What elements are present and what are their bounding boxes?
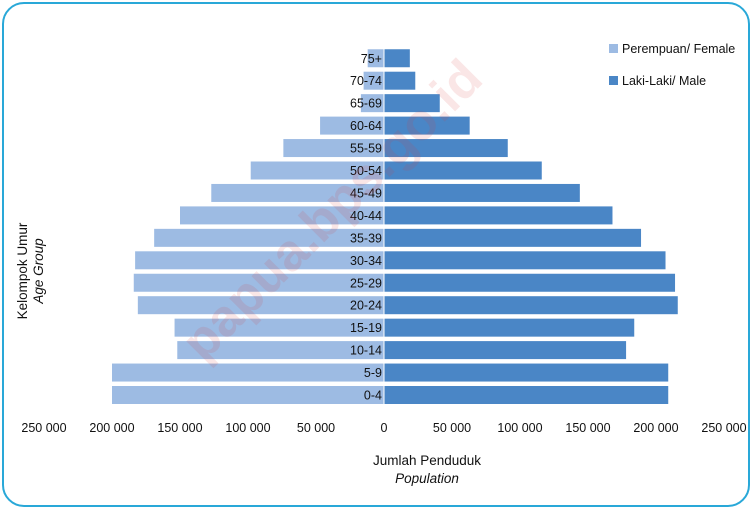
- x-tick-label: 250 000: [701, 421, 746, 435]
- x-axis-label-en: Population: [395, 471, 459, 486]
- x-tick-label: 100 000: [225, 421, 270, 435]
- category-label-25-29: 25-29: [350, 276, 382, 290]
- x-tick-label: 100 000: [497, 421, 542, 435]
- bar-male-0-4: [384, 386, 669, 404]
- legend-label-male: Laki-Laki/ Male: [622, 73, 707, 88]
- legend-item-female: Perempuan/ Female: [609, 40, 735, 57]
- category-label-5-9: 5-9: [364, 366, 382, 380]
- legend-label-female: Perempuan/ Female: [622, 41, 736, 56]
- y-axis-label-en: Age Group: [31, 238, 46, 304]
- bar-female-70-74: [363, 71, 384, 90]
- x-tick-label: 250 000: [21, 421, 66, 435]
- bar-male-40-44: [384, 206, 613, 225]
- x-tick-label: 200 000: [89, 421, 134, 435]
- x-axis-label: Jumlah Penduduk: [372, 453, 482, 468]
- bar-female-55-59: [283, 139, 384, 158]
- legend-swatch-female: [609, 44, 618, 53]
- legend-swatch-male: [609, 76, 618, 85]
- bar-female-25-29: [133, 273, 384, 292]
- bar-female-45-49: [211, 183, 384, 202]
- x-tick-label: 150 000: [157, 421, 202, 435]
- category-label-35-39: 35-39: [350, 231, 382, 245]
- bar-female-50-54: [250, 161, 384, 180]
- bar-male-60-64: [384, 116, 470, 135]
- bar-female-5-9: [112, 363, 384, 382]
- bar-female-40-44: [180, 206, 384, 225]
- legend-item-male: Laki-Laki/ Male: [609, 72, 735, 89]
- bar-male-65-69: [384, 94, 440, 113]
- bar-female-75+: [367, 49, 384, 68]
- x-tick-label: 200 000: [633, 421, 678, 435]
- bar-female-30-34: [135, 251, 384, 270]
- bar-male-45-49: [384, 183, 580, 202]
- bar-male-20-24: [384, 296, 678, 315]
- x-tick-label: 0: [381, 421, 388, 435]
- bar-female-10-14: [177, 341, 384, 360]
- category-label-50-54: 50-54: [350, 164, 382, 178]
- bar-male-55-59: [384, 139, 508, 158]
- bar-male-10-14: [384, 341, 627, 360]
- category-label-45-49: 45-49: [350, 186, 382, 200]
- category-label-30-34: 30-34: [350, 254, 382, 268]
- x-tick-label: 50 000: [433, 421, 471, 435]
- bar-male-75+: [384, 49, 410, 68]
- bar-male-50-54: [384, 161, 542, 180]
- y-axis-label: Kelompok Umur: [15, 222, 30, 320]
- bar-female-15-19: [174, 318, 384, 337]
- category-label-20-24: 20-24: [350, 299, 382, 313]
- category-label-70-74: 70-74: [350, 74, 382, 88]
- bar-female-65-69: [360, 94, 384, 113]
- legend: Perempuan/ Female Laki-Laki/ Male: [609, 40, 735, 104]
- bar-female-35-39: [154, 228, 384, 247]
- category-label-60-64: 60-64: [350, 119, 382, 133]
- bar-male-5-9: [384, 363, 669, 382]
- category-label-75+: 75+: [361, 52, 382, 66]
- bar-male-35-39: [384, 228, 642, 247]
- bar-female-20-24: [137, 296, 384, 315]
- y-axis-title: Kelompok Umur Age Group: [15, 223, 47, 320]
- category-label-40-44: 40-44: [350, 209, 382, 223]
- category-label-10-14: 10-14: [350, 344, 382, 358]
- x-tick-label: 150 000: [565, 421, 610, 435]
- bar-male-70-74: [384, 71, 416, 90]
- category-label-65-69: 65-69: [350, 97, 382, 111]
- category-label-15-19: 15-19: [350, 321, 382, 335]
- bar-male-30-34: [384, 251, 666, 270]
- bar-female-60-64: [320, 116, 384, 135]
- category-label-0-4: 0-4: [364, 389, 382, 403]
- bar-female-0-4: [112, 386, 384, 404]
- x-tick-label: 50 000: [297, 421, 335, 435]
- bar-male-15-19: [384, 318, 635, 337]
- x-axis-title: Jumlah Penduduk Population: [373, 452, 481, 488]
- category-label-55-59: 55-59: [350, 142, 382, 156]
- bar-male-25-29: [384, 273, 676, 292]
